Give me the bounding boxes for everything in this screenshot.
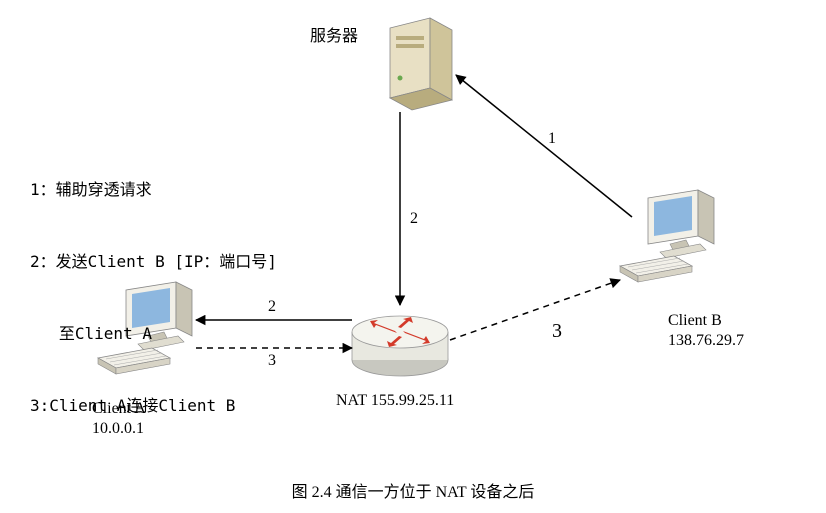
nat-label: NAT 155.99.25.11 (336, 392, 454, 410)
legend-line-4: 3:Client A连接Client B (30, 394, 277, 418)
legend-line-1: 1：辅助穿透请求 (30, 178, 277, 202)
server-icon (390, 18, 452, 110)
legend-line-2: 2：发送Client B [IP：端口号] (30, 250, 277, 274)
clientB-label: Client B (668, 312, 722, 330)
legend: 1：辅助穿透请求 2：发送Client B [IP：端口号] 至Client A… (30, 130, 277, 442)
legend-line-3: 至Client A (30, 322, 277, 346)
figure-caption: 图 2.4 通信一方位于 NAT 设备之后 (0, 478, 826, 502)
server-label: 服务器 (310, 22, 358, 46)
nat-icon (352, 316, 448, 376)
edge-1 (456, 75, 632, 217)
edge-3b (450, 280, 620, 340)
clientB-ip: 138.76.29.7 (668, 332, 744, 350)
edge-3b-label: 3 (552, 320, 562, 343)
edge-2a-label: 2 (410, 210, 418, 228)
edge-1-label: 1 (548, 130, 556, 148)
clientB-icon (620, 190, 714, 282)
